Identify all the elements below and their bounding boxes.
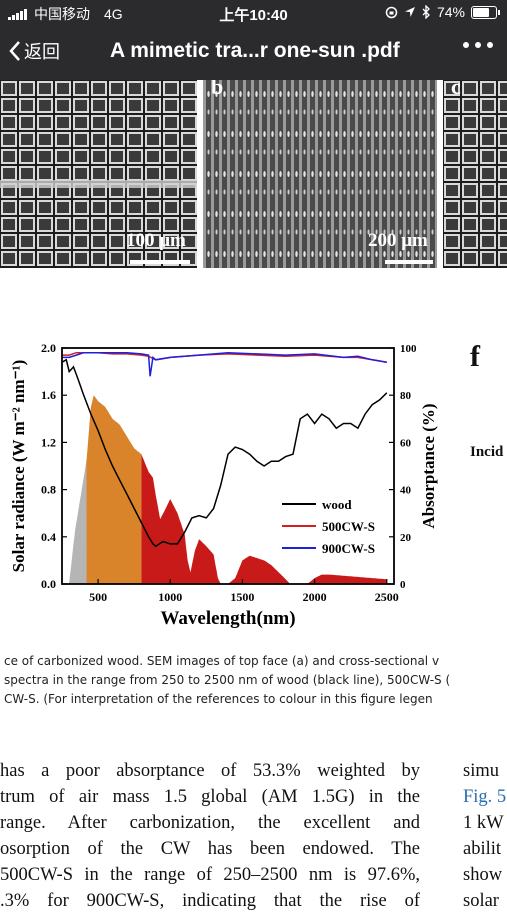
y2-tick-label: 20 [400,532,412,544]
y2-tick-label: 100 [400,343,417,355]
legend-label-wood: wood [322,497,352,512]
text-line: .3% for 900CW-S, indicating that the ris… [0,891,420,911]
text-line: range. After carbonization, the excellen… [0,813,420,833]
sem-images: 100 μm b 200 μm c [0,80,507,270]
y-tick-label: 2.0 [41,341,56,355]
plot-frame [61,347,395,585]
panel-label-b: b [211,80,224,99]
caption-line: ce of carbonized wood. SEM images of top… [4,654,440,668]
caption-line: CW-S. (For interpretation of the referen… [4,692,433,706]
rotation-lock-icon [385,6,398,18]
x-axis-label: Wavelength(nm) [160,608,295,629]
text-line: trum of air mass 1.5 global (AM 1.5G) in… [0,787,420,807]
y-tick-label: 0.4 [41,530,56,544]
series-line-900cw-s [62,351,387,377]
y2-tick-label: 0 [400,579,406,591]
series-line-wood [61,358,388,548]
battery-icon [471,5,500,19]
figure-link[interactable]: Fig. 5 [463,787,507,807]
body-text-column-2: simu Fig. 5 1 kW abilit show solar [463,758,507,914]
back-label: 返回 [24,42,60,62]
chevron-left-icon [9,41,20,61]
text-line: abilit [463,839,502,859]
legend-label-500cw-s: 500CW-S [322,519,375,534]
battery-fill [473,7,489,17]
x-tick-label: 1500 [230,590,254,604]
x-tick-label: 2000 [303,590,327,604]
text-line: has a poor absorptance of 53.3% weighted… [0,761,420,781]
y2-tick-label: 80 [400,390,412,402]
signal-strength-icon [8,8,27,20]
status-bar: 中国移动 4G 上午10:40 74% [0,0,507,26]
more-dots-icon [463,42,469,48]
y-axis-label: Solar radiance (W m⁻² nm⁻¹) [9,360,28,573]
body-text-column-1: has a poor absorptance of 53.3% weighted… [0,758,420,914]
x-tick-label: 2500 [375,590,399,604]
absorptance-chart: 500 1000 1500 2000 2500 0.0 0.4 0.8 1.2 1.6 2.0 0 20… [9,341,438,629]
clock: 上午10:40 [219,7,288,24]
panel-label-c: c [451,80,461,99]
back-button[interactable]: 返回 [8,38,60,64]
text-line: 500CW-S in the range of 250–2500 nm is 9… [0,865,420,885]
y-tick-label: 1.2 [41,435,56,449]
carrier-name: 中国移动 [34,6,90,22]
location-icon [404,7,415,17]
x-tick-label: 500 [89,590,107,604]
y2-tick-label: 40 [400,485,412,497]
solar-visible-area [86,395,142,584]
document-title: A mimetic tra...r one-sun .pdf [110,39,400,62]
y-tick-label: 1.6 [41,388,56,402]
text-line: show [463,865,503,885]
solar-uv-area [69,460,87,584]
top-bar: 中国移动 4G 上午10:40 74% 返回 A mimetic tra...r… [0,0,507,80]
scale-label-a: 100 μm [126,230,186,251]
network-type: 4G [104,6,123,22]
solar-infrared-area [141,454,387,584]
figure-caption: ce of carbonized wood. SEM images of top… [0,652,507,709]
x-tick-label: 1000 [158,590,182,604]
sem-image-a: 100 μm [0,80,197,268]
legend-label-900cw-s: 900CW-S [322,541,375,556]
side-text-fragment: Incid [470,444,504,460]
text-line: simu [463,761,499,781]
y2-axis-label: Absorptance (%) [419,403,438,528]
y2-tick-label: 60 [400,437,412,449]
battery-percent: 74% [436,4,465,20]
more-options-button[interactable] [463,42,493,48]
sem-image-c: c [443,80,507,268]
bluetooth-icon [422,5,430,19]
text-line: 1 kW [463,813,504,833]
text-line: osorption of the CW has been endowed. Th… [0,839,420,859]
caption-line: spectra in the range from 250 to 2500 nm… [4,673,451,687]
text-line: solar [463,891,499,911]
figure-label-f: f [470,340,480,373]
navigation-bar: 返回 A mimetic tra...r one-sun .pdf [0,26,507,80]
sem-image-b: b 200 μm [203,80,437,268]
y-tick-label: 0.0 [41,577,56,591]
scale-label-b: 200 μm [368,230,428,251]
y-tick-label: 0.8 [41,483,56,497]
